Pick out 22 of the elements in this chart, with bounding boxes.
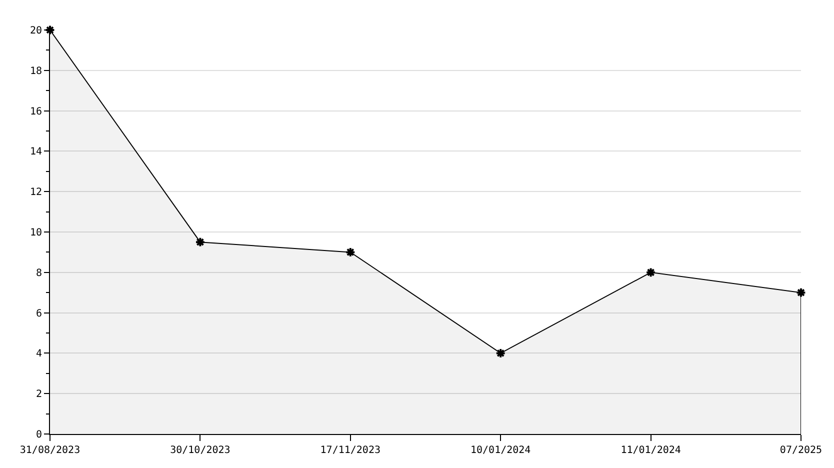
- y-tick-label: 12: [30, 187, 42, 198]
- x-tick-label: 07/2025: [780, 445, 822, 456]
- y-tick-label: 16: [30, 106, 42, 118]
- y-tick-label: 10: [30, 228, 42, 238]
- y-tick-label: 14: [30, 146, 42, 158]
- x-tick-label: 17/11/2023: [320, 445, 381, 456]
- point: [495, 348, 506, 358]
- point: [796, 287, 806, 298]
- y-tick-label: 0: [36, 430, 42, 440]
- point: [646, 267, 656, 278]
- y-tick-label: 18: [30, 66, 42, 77]
- x-tick-label: 11/01/2024: [620, 445, 681, 456]
- point: [345, 247, 356, 258]
- y-tick-label: 20: [30, 26, 42, 36]
- y-tick-label: 2: [36, 389, 42, 400]
- point: [195, 236, 206, 248]
- y-tick-label: 8: [36, 268, 42, 279]
- y-tick-label: 6: [36, 308, 42, 320]
- y-tick-label: 4: [36, 348, 42, 360]
- x-tick-label: 30/10/2023: [170, 445, 230, 456]
- x-tick-label: 31/08/2023: [20, 445, 80, 456]
- x-tick-label: 10/01/2024: [470, 445, 531, 456]
